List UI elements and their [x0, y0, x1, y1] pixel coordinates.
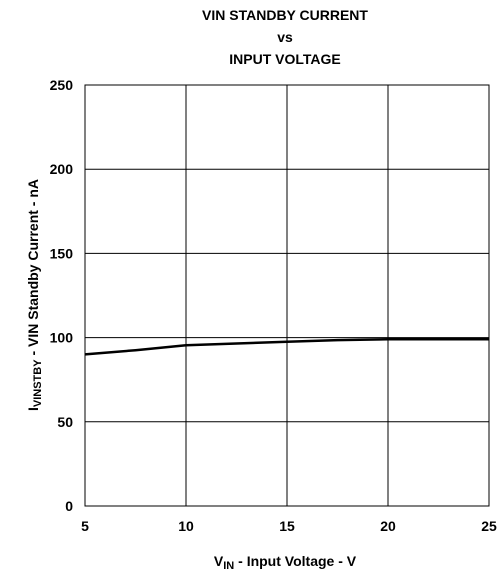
y-tick-label: 250 — [50, 77, 74, 93]
x-tick-label: 25 — [481, 518, 497, 534]
series-group — [84, 338, 489, 356]
plot-frame — [84, 84, 490, 507]
chart-title-line-3: INPUT VOLTAGE — [229, 51, 341, 67]
x-axis-title-main: V — [214, 553, 224, 569]
x-tick-label: 10 — [178, 518, 194, 534]
y-axis-title: IVINSTBY - VIN Standby Current - nA — [25, 179, 44, 411]
chart-title-line-2: vs — [277, 29, 293, 45]
y-tick-labels: 0 50 100 150 200 250 — [50, 77, 74, 514]
y-tick-label: 50 — [57, 414, 73, 430]
x-axis-title-sub: IN — [223, 560, 234, 572]
grid-lines — [84, 84, 490, 507]
x-tick-label: 5 — [81, 518, 89, 534]
x-axis-title: VIN - Input Voltage - V — [214, 553, 357, 572]
x-tick-label: 20 — [380, 518, 396, 534]
series-line-0 — [84, 338, 489, 356]
x-axis-title-rest: - Input Voltage - V — [234, 553, 357, 569]
y-tick-label: 200 — [50, 161, 74, 177]
y-axis-title-main: I — [25, 407, 41, 411]
y-axis-title-sub: VINSTBY — [32, 359, 44, 407]
x-tick-label: 15 — [279, 518, 295, 534]
y-tick-label: 0 — [65, 498, 73, 514]
x-tick-labels: 5 10 15 20 25 — [81, 518, 497, 534]
y-tick-label: 100 — [50, 330, 74, 346]
y-tick-label: 150 — [50, 245, 74, 261]
y-axis-title-rest: - VIN Standby Current - nA — [25, 179, 41, 359]
chart-title-line-1: VIN STANDBY CURRENT — [202, 7, 368, 23]
